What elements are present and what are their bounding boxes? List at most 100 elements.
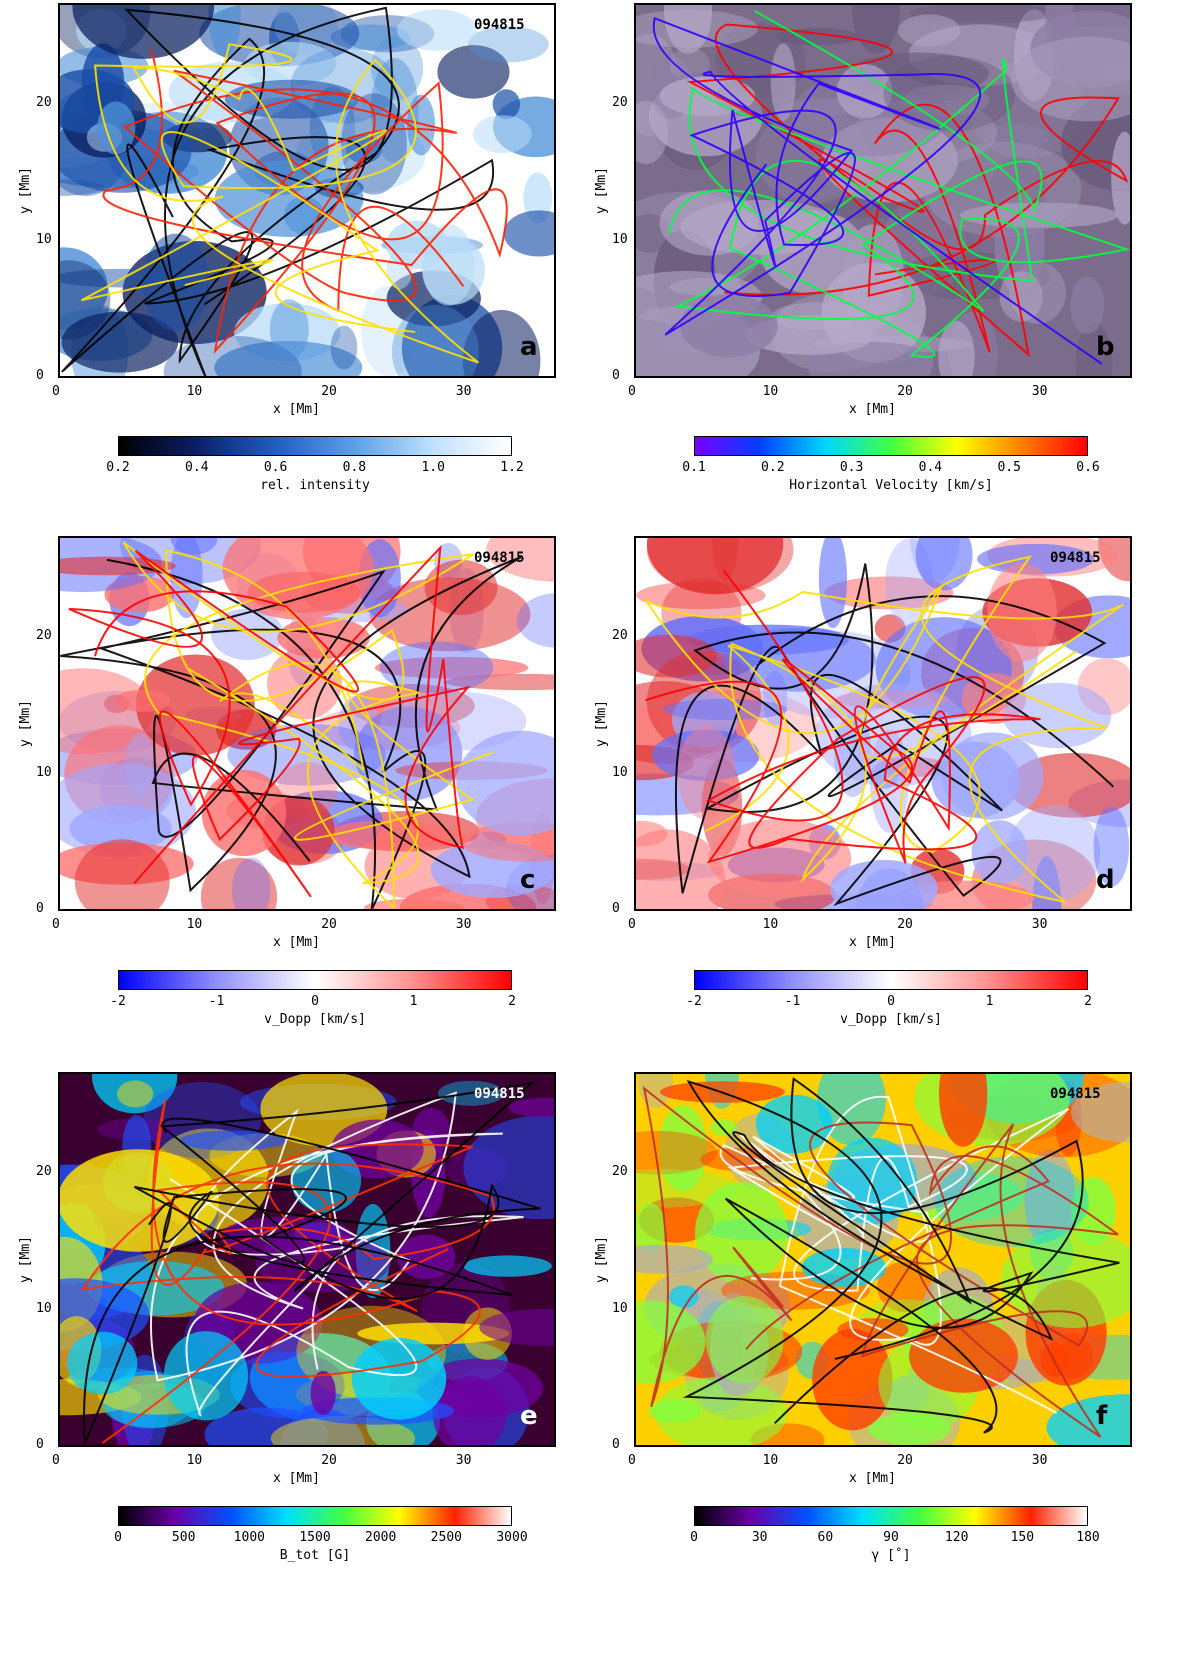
panel-b-ytick: 0 (612, 368, 620, 383)
panel-f-xtick: 10 (762, 1453, 779, 1468)
panel-a-ytick: 0 (36, 368, 44, 383)
panel-e-map (60, 1074, 554, 1445)
panel-e-xtick: 20 (321, 1453, 337, 1468)
panel-c-xtick: 20 (321, 917, 337, 932)
panel-a-ylabel: y [Mm] (17, 166, 33, 214)
panel-c-image (58, 536, 556, 911)
panel-e-colorbar-tick: 1000 (233, 1530, 265, 1545)
panel-d-letter: d (1096, 865, 1115, 895)
panel-e-xtick: 0 (52, 1453, 60, 1468)
panel-f-image (634, 1072, 1132, 1447)
panel-c-colorbar-label: v_Dopp [km/s] (264, 1012, 366, 1027)
panel-c-ytick: 0 (36, 901, 44, 916)
panel-b-ylabel: y [Mm] (593, 166, 609, 214)
panel-a-xtick: 20 (321, 384, 337, 399)
panel-b-image (634, 3, 1132, 378)
panel-b-xtick: 30 (1031, 384, 1048, 399)
panel-a-colorbar-tick: 0.6 (263, 460, 288, 475)
panel-d-colorbar-tick: -1 (784, 994, 801, 1009)
panel-a-colorbar (118, 436, 512, 456)
panel-f-xtick: 20 (897, 1453, 913, 1468)
panel-c-map (60, 538, 554, 909)
panel-e-xlabel: x [Mm] (273, 1471, 320, 1486)
panel-c-colorbar-tick: 2 (508, 994, 516, 1009)
panel-b-ytick: 20 (612, 95, 628, 111)
panel-b-xtick: 0 (628, 384, 636, 399)
panel-a-colorbar-tick: 0.2 (106, 460, 130, 475)
panel-b-colorbar-tick: 0.4 (918, 460, 943, 475)
panel-d-colorbar-tick: -2 (686, 994, 702, 1009)
panel-e-colorbar-tick: 0 (114, 1530, 122, 1545)
panel-a-colorbar-tick: 1.0 (421, 460, 445, 475)
panel-f-colorbar-tick: 90 (883, 1530, 899, 1545)
panel-b-map (636, 5, 1130, 376)
panel-d-image (634, 536, 1132, 911)
panel-d-ytick: 20 (612, 628, 628, 644)
panel-e-colorbar-tick: 500 (171, 1530, 196, 1545)
panel-d-ytick: 0 (612, 901, 620, 916)
panel-b-ytick: 10 (612, 231, 628, 247)
panel-f-stamp: 094815 (1050, 1086, 1101, 1102)
panel-b-colorbar-tick: 0.2 (761, 460, 785, 475)
panel-d-ytick: 10 (612, 764, 628, 780)
panel-d-colorbar-tick: 2 (1084, 994, 1092, 1009)
panel-d-xtick: 30 (1031, 917, 1048, 932)
panel-e-colorbar-tick: 2500 (430, 1530, 462, 1545)
panel-f-ytick: 10 (612, 1300, 628, 1316)
panel-d-xtick: 0 (628, 917, 636, 932)
panel-b-xtick: 10 (762, 384, 779, 399)
panel-a-colorbar-label: rel. intensity (260, 478, 370, 493)
panel-f-colorbar (694, 1506, 1088, 1526)
panel-c-colorbar-tick: -1 (208, 994, 225, 1009)
panel-a-map (60, 5, 554, 376)
panel-e-xtick: 30 (455, 1453, 472, 1468)
panel-a-xtick: 10 (186, 384, 203, 399)
panel-a-xtick: 0 (52, 384, 60, 399)
panel-a-stamp: 094815 (474, 17, 525, 33)
panel-f-xlabel: x [Mm] (849, 1471, 896, 1486)
panel-c-colorbar (118, 970, 512, 990)
panel-d-map (636, 538, 1130, 909)
panel-d-xtick: 20 (897, 917, 913, 932)
panel-a-colorbar-tick: 1.2 (500, 460, 524, 475)
panel-a-letter: a (520, 332, 538, 362)
panel-f-xtick: 0 (628, 1453, 636, 1468)
panel-b-colorbar-tick: 0.3 (839, 460, 864, 475)
panel-a-xlabel: x [Mm] (273, 402, 320, 417)
panel-b-xtick: 20 (897, 384, 913, 399)
panel-e-colorbar-tick: 1500 (299, 1530, 331, 1545)
panel-b-xlabel: x [Mm] (849, 402, 896, 417)
panel-f-colorbar-label: γ [˚] (871, 1548, 911, 1563)
panel-d-stamp: 094815 (1050, 550, 1101, 566)
panel-d-colorbar-tick: 0 (887, 994, 895, 1009)
panel-c-colorbar-tick: -2 (110, 994, 126, 1009)
panel-c-xtick: 0 (52, 917, 60, 932)
panel-c-letter: c (520, 865, 536, 895)
panel-a-image (58, 3, 556, 378)
panel-d-ylabel: y [Mm] (593, 699, 609, 747)
panel-a-ytick: 10 (36, 231, 52, 247)
panel-f-xtick: 30 (1031, 1453, 1048, 1468)
panel-e-colorbar-label: B_tot [G] (279, 1548, 351, 1563)
panel-c-xtick: 30 (455, 917, 472, 932)
panel-f-colorbar-tick: 180 (1076, 1530, 1100, 1545)
panel-f-colorbar-tick: 150 (1010, 1530, 1035, 1545)
panel-e-colorbar (118, 1506, 512, 1526)
panel-f-colorbar-tick: 0 (690, 1530, 698, 1545)
panel-c-colorbar-tick: 1 (409, 994, 418, 1009)
panel-c-ytick: 20 (36, 628, 52, 644)
panel-d-colorbar (694, 970, 1088, 990)
panel-f-ytick: 0 (612, 1437, 620, 1452)
panel-e-stamp: 094815 (474, 1086, 525, 1102)
panel-c-xtick: 10 (186, 917, 203, 932)
panel-c-xlabel: x [Mm] (273, 935, 320, 950)
panel-f-colorbar-tick: 60 (817, 1530, 834, 1545)
panel-e-ytick: 0 (36, 1437, 44, 1452)
panel-d-colorbar-tick: 1 (985, 994, 994, 1009)
panel-b-colorbar-tick: 0.1 (682, 460, 706, 475)
panel-e-ytick: 10 (36, 1300, 52, 1316)
panel-f-ytick: 20 (612, 1164, 628, 1180)
panel-a-colorbar-tick: 0.4 (185, 460, 209, 475)
panel-d-xtick: 10 (762, 917, 779, 932)
